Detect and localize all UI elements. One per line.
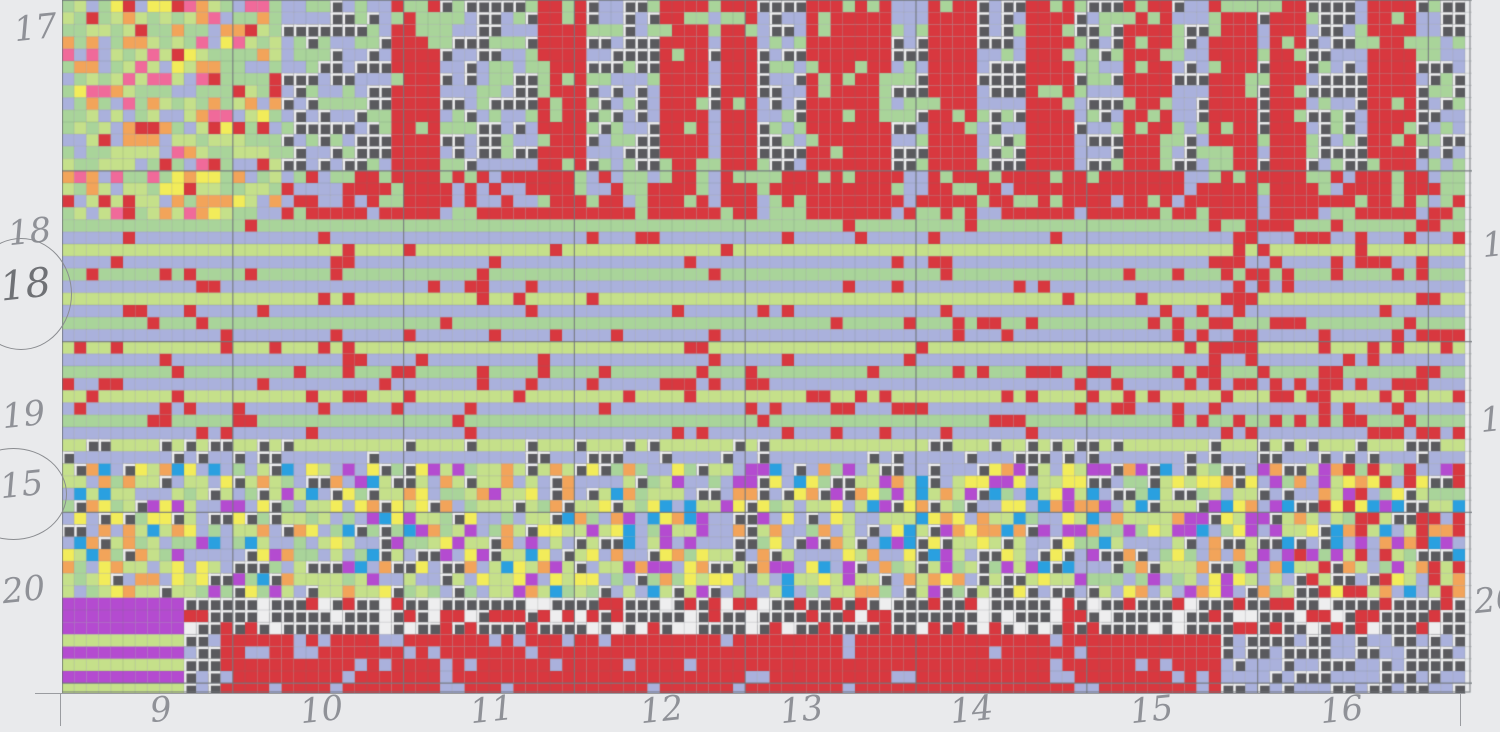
row-label-17: 17	[12, 5, 60, 51]
right-label: 1	[1479, 223, 1500, 267]
right-label: 20	[1472, 577, 1500, 623]
row-label-20: 20	[0, 567, 48, 613]
column-label-13: 13	[778, 687, 826, 732]
circle-mark	[0, 448, 67, 540]
column-label-9: 9	[147, 688, 174, 732]
cross-stitch-pattern	[62, 0, 1472, 694]
column-label-16: 16	[1318, 687, 1366, 732]
column-label-15: 15	[1128, 687, 1176, 732]
right-label: 1	[1477, 398, 1500, 442]
column-label-11: 11	[468, 687, 516, 732]
bottom-axis-line	[35, 693, 1465, 694]
row-label-19: 19	[0, 392, 48, 438]
column-label-10: 10	[298, 687, 346, 732]
axis-tick	[1460, 693, 1461, 726]
column-label-14: 14	[948, 687, 996, 732]
axis-tick	[60, 693, 61, 726]
column-label-12: 12	[638, 687, 686, 732]
